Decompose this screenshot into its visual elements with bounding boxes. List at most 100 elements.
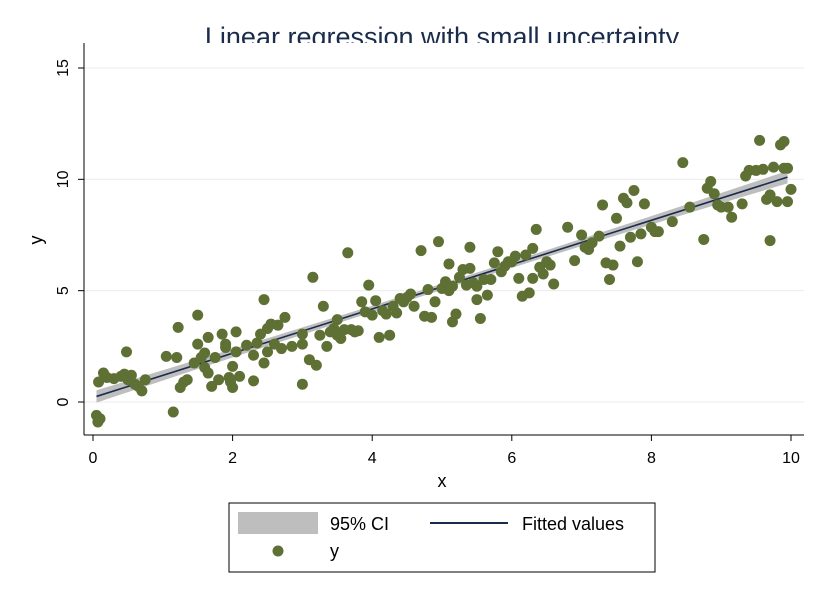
data-point (248, 375, 260, 387)
data-point (258, 294, 270, 306)
data-point (635, 228, 647, 240)
data-point (544, 259, 556, 271)
data-point (614, 240, 626, 252)
data-point (248, 349, 260, 361)
data-point (576, 229, 588, 241)
data-point (754, 134, 766, 146)
data-point (569, 255, 581, 267)
data-point (93, 376, 105, 388)
data-point (764, 189, 776, 201)
data-point (230, 326, 242, 338)
data-point (121, 346, 132, 358)
legend-ci-label: 95% CI (330, 514, 389, 534)
data-point (548, 278, 560, 290)
data-point (604, 274, 616, 286)
data-point (708, 188, 720, 200)
data-point (426, 311, 438, 323)
data-point (638, 198, 650, 210)
data-point (171, 351, 183, 363)
data-point (380, 308, 392, 320)
data-point (631, 256, 643, 268)
data-point (666, 216, 678, 228)
data-point (310, 359, 322, 371)
data-point (537, 268, 549, 280)
data-point (317, 300, 329, 312)
data-point (370, 295, 382, 307)
data-point (415, 245, 427, 257)
data-point (464, 241, 476, 253)
y-axis-label: y (26, 236, 46, 245)
data-point (314, 329, 326, 341)
data-point (782, 162, 794, 174)
data-point (209, 351, 221, 363)
data-point (492, 246, 504, 258)
data-point (429, 296, 441, 308)
data-point (513, 272, 525, 284)
y-tick-label: 10 (55, 170, 72, 188)
data-point (335, 333, 347, 345)
data-point (593, 230, 605, 242)
data-point (597, 199, 609, 211)
y-tick-label: 0 (55, 397, 72, 406)
data-point (139, 374, 151, 386)
data-point (520, 249, 532, 261)
data-point (202, 331, 214, 343)
data-point (677, 157, 689, 169)
data-point (227, 382, 239, 394)
legend-y-marker (272, 545, 284, 557)
data-point (199, 347, 211, 359)
data-point (234, 370, 246, 382)
y-tick-label: 5 (55, 286, 72, 295)
data-point (384, 329, 396, 341)
legend-fitted-label: Fitted values (522, 514, 624, 534)
data-point (296, 338, 308, 350)
data-point (485, 274, 497, 286)
data-point (527, 242, 539, 254)
plot-area-background (84, 43, 804, 435)
data-point (192, 338, 204, 350)
data-point (471, 280, 483, 292)
data-point (785, 183, 797, 195)
legend-ci-swatch (238, 512, 318, 534)
data-point (782, 196, 794, 208)
data-point (621, 197, 633, 209)
y-axis-ticks: 0 5 10 15 (55, 59, 84, 406)
x-tick-label: 2 (228, 450, 237, 467)
data-point (509, 250, 521, 262)
x-tick-label: 8 (647, 450, 656, 467)
data-point (167, 406, 179, 418)
x-tick-label: 4 (368, 450, 377, 467)
data-point (523, 287, 535, 299)
data-point (296, 378, 308, 390)
data-point (272, 319, 284, 331)
data-point (216, 328, 228, 340)
data-point (307, 271, 319, 283)
data-point (192, 309, 204, 321)
legend: 95% CI Fitted values y (228, 502, 656, 573)
data-point (446, 280, 458, 292)
data-point (562, 221, 574, 233)
data-point (771, 196, 783, 208)
data-point (611, 212, 622, 224)
data-point (530, 223, 542, 235)
data-point (698, 233, 710, 245)
data-point (422, 284, 434, 296)
data-point (736, 198, 748, 210)
data-point (279, 311, 291, 323)
data-point (206, 380, 218, 392)
data-point (481, 289, 493, 301)
data-point (607, 259, 619, 271)
data-point (391, 307, 403, 319)
data-point (652, 226, 664, 238)
data-point (684, 201, 696, 213)
data-point (624, 231, 636, 243)
data-point (342, 247, 354, 259)
data-point (286, 340, 298, 352)
data-point (356, 296, 368, 308)
x-tick-label: 10 (782, 450, 800, 467)
data-point (258, 357, 270, 369)
data-point (275, 343, 287, 355)
data-point (202, 367, 214, 379)
data-point (471, 294, 483, 306)
data-point (136, 385, 148, 397)
